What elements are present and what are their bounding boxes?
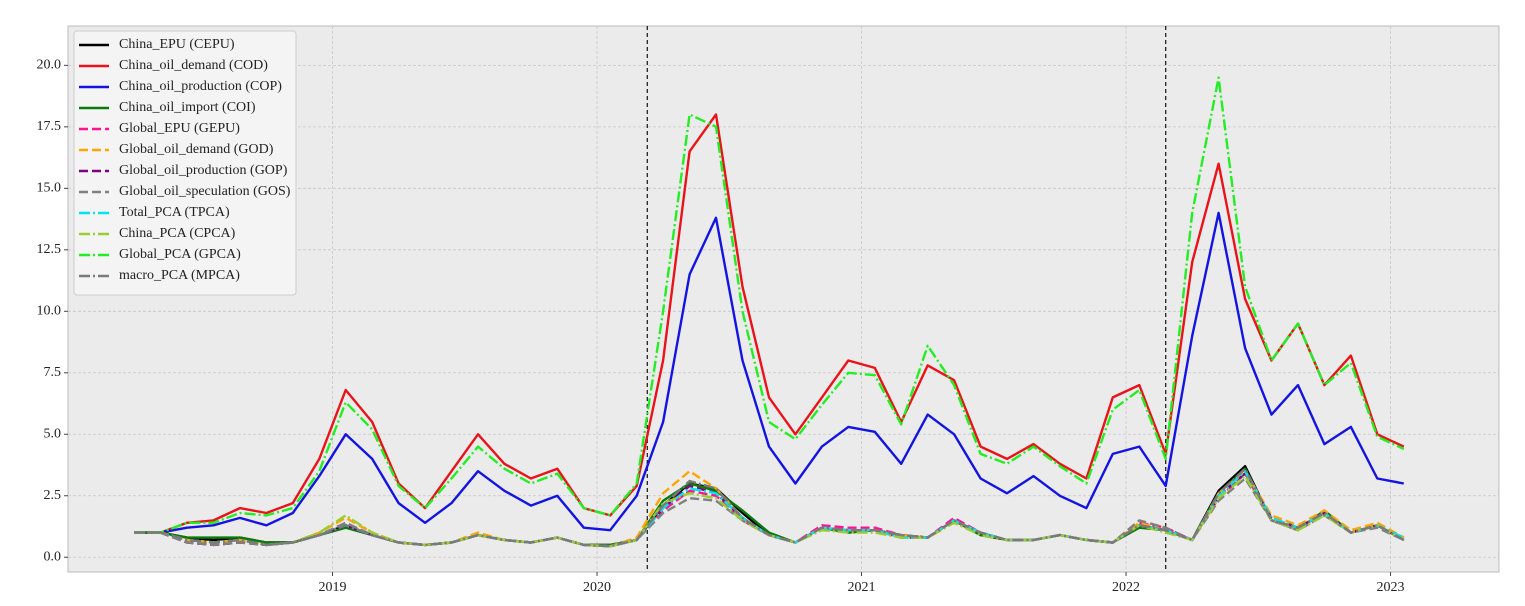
legend-label: Global_EPU (GEPU) <box>119 121 240 136</box>
y-tick-label: 10.0 <box>37 304 62 319</box>
legend-label: China_oil_import (COI) <box>119 100 256 115</box>
series-line <box>134 76 1405 534</box>
legend-label: China_EPU (CEPU) <box>119 37 235 52</box>
legend-label: macro_PCA (MPCA) <box>119 268 240 283</box>
legend-label: China_oil_production (COP) <box>119 79 282 94</box>
legend-box <box>73 30 297 296</box>
legend-label: China_oil_demand (COD) <box>119 58 268 73</box>
y-tick-label: 20.0 <box>37 58 62 73</box>
legend-label: Global_PCA (GPCA) <box>119 247 241 262</box>
series-line <box>134 211 1405 534</box>
series-line <box>134 113 1405 534</box>
legend-label: Global_oil_production (GOP) <box>119 163 288 178</box>
legend-label: China_PCA (CPCA) <box>119 226 236 241</box>
x-tick-label: 2021 <box>848 580 876 595</box>
y-tick-label: 15.0 <box>37 181 62 196</box>
x-tick-label: 2023 <box>1377 580 1405 595</box>
y-tick-label: 2.5 <box>44 488 62 503</box>
y-tick-label: 5.0 <box>44 426 62 441</box>
x-tick-label: 2020 <box>583 580 611 595</box>
legend-label: Global_oil_demand (GOD) <box>119 142 274 157</box>
series-line <box>134 467 1405 548</box>
x-tick-label: 2022 <box>1112 580 1140 595</box>
legend-label: Global_oil_speculation (GOS) <box>119 184 291 199</box>
legend-label: Total_PCA (TPCA) <box>119 205 230 220</box>
x-tick-label: 2019 <box>319 580 347 595</box>
y-tick-label: 7.5 <box>44 365 62 380</box>
y-tick-label: 12.5 <box>37 242 62 257</box>
y-tick-label: 0.0 <box>44 549 62 564</box>
y-tick-label: 17.5 <box>37 119 62 134</box>
